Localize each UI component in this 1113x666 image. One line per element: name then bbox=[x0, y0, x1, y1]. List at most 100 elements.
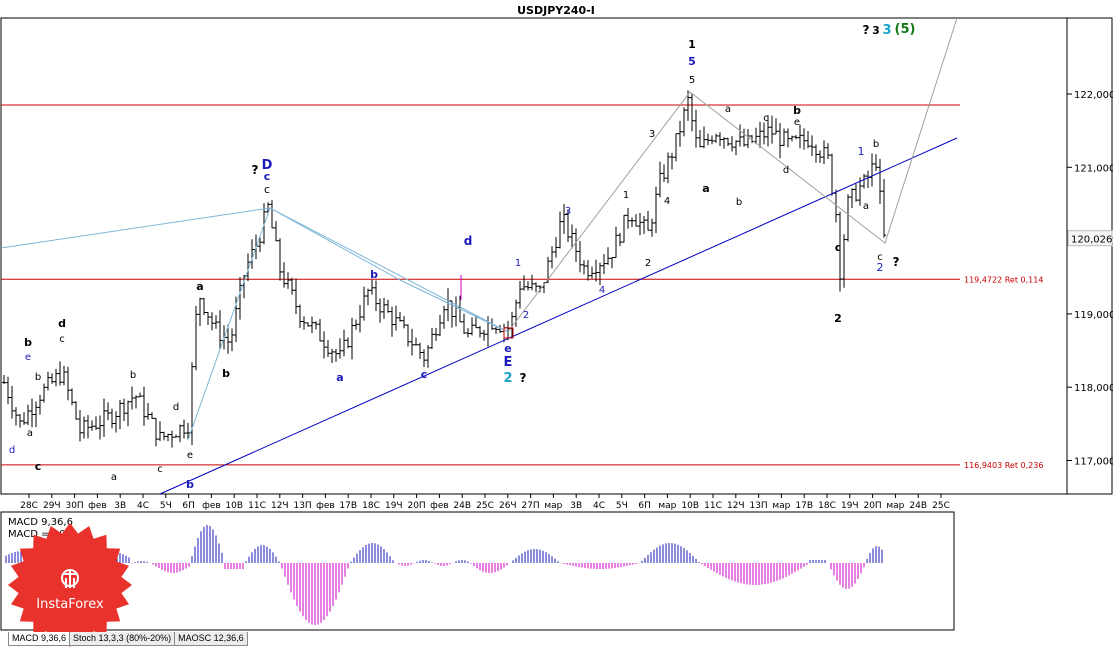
level-label: 116,9403 Ret 0,236 bbox=[964, 461, 1043, 470]
wave-label: b bbox=[793, 104, 801, 117]
candles bbox=[2, 90, 886, 448]
time-tick-label: мар bbox=[886, 501, 904, 511]
level-label: 119,4722 Ret 0,114 bbox=[964, 275, 1043, 284]
wave-label: e bbox=[25, 352, 31, 363]
wave-label: a bbox=[863, 201, 869, 212]
time-tick-label: 25С bbox=[932, 501, 950, 511]
time-tick-label: 29Ч bbox=[43, 501, 61, 511]
price-tick-label: 118,000 bbox=[1074, 383, 1113, 394]
wave-label: c bbox=[835, 241, 842, 254]
time-tick-label: 26Ч bbox=[499, 501, 517, 511]
time-tick-label: 17В bbox=[339, 501, 357, 511]
time-tick-label: 18С bbox=[362, 501, 380, 511]
time-axis: 28C 29Ч 30П фев 3В 4С 5Ч 6П фев 10В 11С 12Ч 13П фев 17… bbox=[20, 494, 950, 511]
macd-histogram bbox=[5, 525, 883, 625]
blue-trendline bbox=[159, 137, 958, 495]
price-tick-label: 121,000 bbox=[1074, 163, 1113, 174]
wave-label: c bbox=[59, 334, 65, 345]
time-tick-label: 19Ч bbox=[385, 501, 403, 511]
wave-label: 1 bbox=[688, 38, 696, 51]
time-tick-label: 5Ч bbox=[160, 501, 172, 511]
wave-label: 2 bbox=[834, 312, 842, 325]
price-tick-label: 119,000 bbox=[1074, 310, 1113, 321]
time-tick-label: 3В bbox=[570, 501, 582, 511]
wave-label: e bbox=[794, 117, 800, 128]
tab-macd[interactable]: MACD 9,36,6 bbox=[8, 632, 71, 646]
wave-label: c bbox=[877, 252, 883, 263]
wave-label: 1 bbox=[623, 190, 629, 201]
trend-lines bbox=[0, 17, 958, 495]
time-tick-label: 18С bbox=[818, 501, 836, 511]
wave-label: b bbox=[736, 197, 742, 208]
time-tick-label: фев bbox=[202, 501, 221, 511]
time-tick-label: 10В bbox=[225, 501, 243, 511]
time-tick-label: фев bbox=[88, 501, 107, 511]
indicator-name: MACD 9,36,6 bbox=[8, 517, 73, 528]
time-tick-label: 12Ч bbox=[271, 501, 289, 511]
time-tick-label: 6П bbox=[638, 501, 651, 511]
wave-label: d bbox=[464, 234, 473, 248]
current-price-label: 120,026 bbox=[1071, 235, 1112, 246]
time-tick-label: фев bbox=[316, 501, 335, 511]
time-tick-label: 24В bbox=[453, 501, 471, 511]
wave-label: b bbox=[222, 367, 230, 380]
tab-maosc[interactable]: MAOSC 12,36,6 bbox=[174, 632, 248, 646]
price-axis: 122,000121,000120,000119,000118,000117,0… bbox=[1067, 90, 1113, 468]
wave-label: a bbox=[27, 428, 33, 439]
wave-label: ? bbox=[252, 163, 259, 177]
time-tick-label: 4С bbox=[137, 501, 149, 511]
wave-label: 2 bbox=[523, 310, 529, 321]
cyan-channel-upper bbox=[0, 207, 509, 333]
wave-label: a bbox=[725, 104, 731, 115]
wave-label: b bbox=[35, 372, 41, 383]
wave-label: 3 bbox=[565, 206, 571, 217]
wave-label: a bbox=[336, 371, 343, 384]
wave-label: ? bbox=[893, 255, 900, 269]
time-tick-label: мар bbox=[772, 501, 790, 511]
time-tick-label: 20П bbox=[863, 501, 881, 511]
wave-label: d bbox=[9, 445, 15, 456]
instaforex-logo: InstaForex bbox=[8, 523, 132, 647]
wave-label: 3 bbox=[649, 129, 655, 140]
time-tick-label: 13П bbox=[293, 501, 311, 511]
wave-label: E bbox=[504, 355, 513, 370]
time-tick-label: 17В bbox=[795, 501, 813, 511]
wave-e-marker bbox=[503, 327, 514, 339]
wave-label: 1 bbox=[515, 258, 521, 269]
time-tick-label: мар bbox=[544, 501, 562, 511]
wave-label: 4 bbox=[664, 196, 670, 207]
wave-label: c bbox=[763, 113, 769, 124]
wave-label: D bbox=[262, 158, 273, 173]
logo-emblem-icon bbox=[61, 569, 79, 588]
time-tick-label: 10В bbox=[681, 501, 699, 511]
wave-label: e bbox=[504, 342, 511, 355]
wave-label: d bbox=[58, 317, 66, 330]
wave-label: c bbox=[421, 368, 428, 381]
wave-label: b bbox=[873, 139, 879, 150]
time-tick-label: 27П bbox=[521, 501, 539, 511]
indicator-frame bbox=[0, 511, 955, 631]
cyan-wave-path bbox=[187, 207, 509, 441]
time-tick-label: 6П bbox=[182, 501, 195, 511]
wave-label: d bbox=[783, 165, 789, 176]
time-tick-label: 11С bbox=[704, 501, 722, 511]
time-tick-label: 11С bbox=[248, 501, 266, 511]
wave-label: b bbox=[370, 268, 378, 281]
wave-label: 2 bbox=[877, 261, 884, 274]
time-tick-label: 4С bbox=[593, 501, 605, 511]
current-price-box bbox=[1067, 230, 1113, 247]
wave-label: b bbox=[186, 478, 194, 491]
indicator-tabs: MACD 9,36,6 Stoch 13,3,3 (80%-20%) MAOSC… bbox=[8, 632, 248, 646]
tab-stoch[interactable]: Stoch 13,3,3 (80%-20%) bbox=[69, 632, 176, 646]
horizontal-levels: 119,4722 Ret 0,114 116,9403 Ret 0,236 bbox=[1, 104, 1043, 470]
wave-label: c bbox=[264, 183, 270, 196]
time-tick-label: 28C bbox=[20, 501, 38, 511]
time-tick-label: 20П bbox=[407, 501, 425, 511]
watermark-text: InstaForex bbox=[36, 597, 104, 612]
wave-label: ? bbox=[520, 371, 527, 385]
time-tick-label: 5Ч bbox=[616, 501, 628, 511]
wave-label: b bbox=[130, 370, 136, 381]
